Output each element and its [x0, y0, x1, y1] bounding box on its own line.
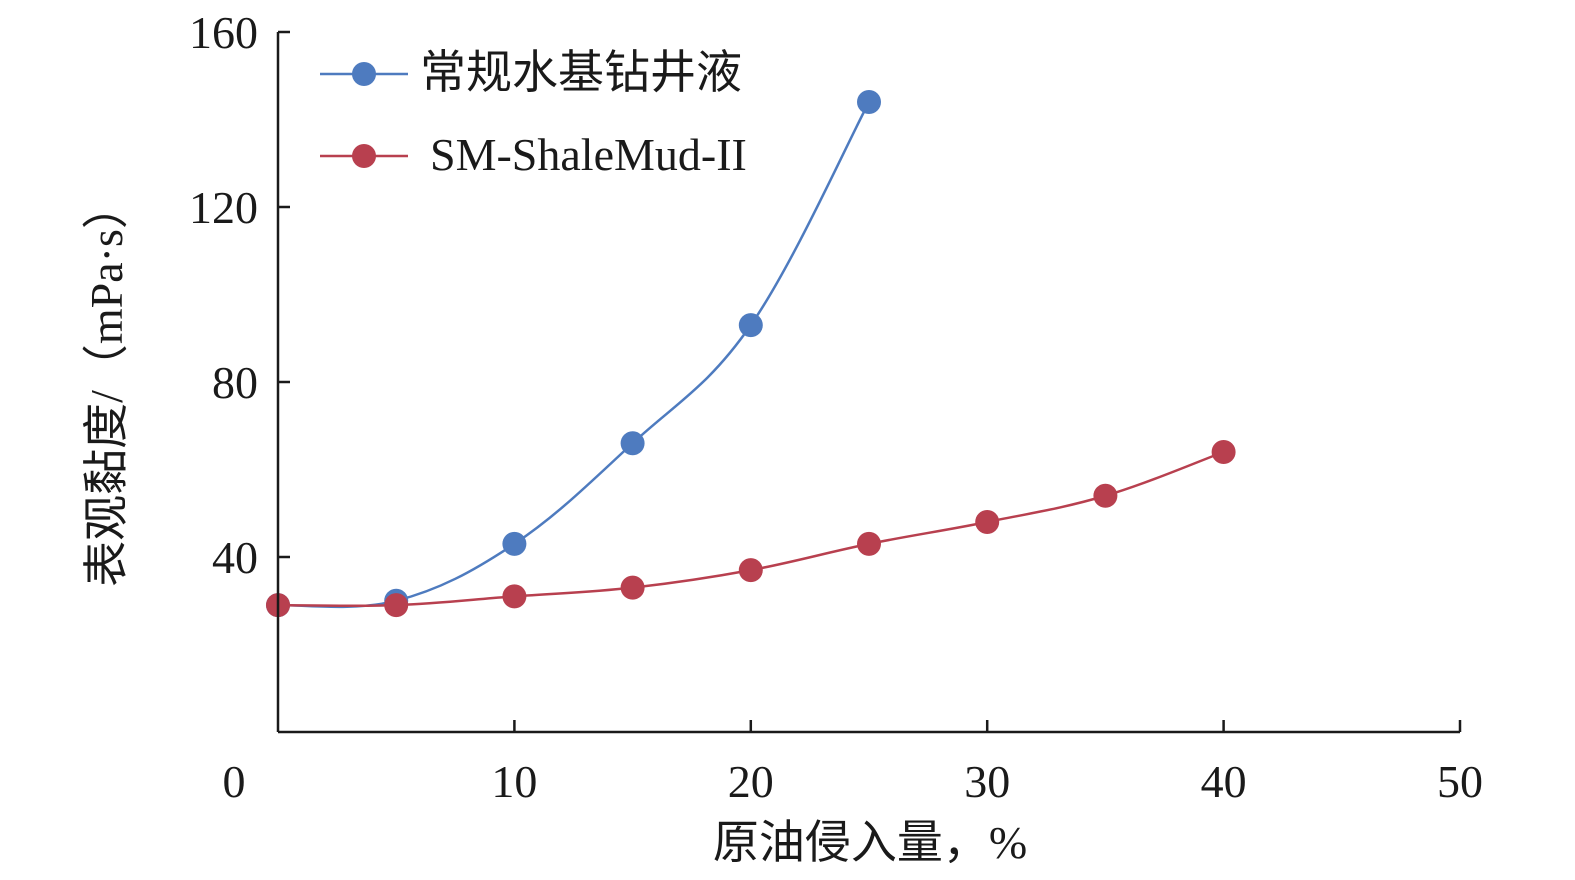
legend-item-series-1: 常规水基钻井液	[320, 47, 742, 98]
data-point	[738, 558, 763, 583]
data-point	[1093, 483, 1118, 508]
data-point	[502, 584, 527, 609]
y-tick-label: 80	[212, 357, 258, 408]
series-layer	[266, 90, 1236, 618]
data-point	[857, 531, 881, 556]
ticks-layer: 0 10 20 30 40 50 40 80 120 160	[189, 7, 1483, 807]
data-point	[620, 431, 645, 456]
legend-item-series-2: SM-ShaleMud-II	[320, 129, 747, 180]
data-point	[1211, 440, 1236, 464]
data-point	[620, 575, 645, 600]
x-tick-label: 50	[1437, 756, 1483, 807]
x-tick-label: 0	[223, 756, 246, 807]
y-axis-label: 表观黏度/（mPa·s）	[81, 183, 132, 587]
series-line-2	[277, 450, 1225, 608]
y-tick-label: 40	[212, 532, 258, 583]
x-tick-label: 40	[1201, 756, 1247, 807]
y-tick-label: 160	[189, 7, 258, 58]
x-tick-label: 30	[964, 756, 1010, 807]
x-tick-label: 10	[491, 756, 537, 807]
x-tick-label: 20	[728, 756, 774, 807]
data-point	[857, 90, 881, 114]
legend-marker-series-2	[352, 144, 376, 168]
legend-label-series-1: 常规水基钻井液	[420, 47, 742, 98]
data-point	[975, 510, 1000, 534]
legend: 常规水基钻井液 SM-ShaleMud-II	[320, 47, 747, 180]
data-point	[384, 593, 409, 618]
legend-label-series-2: SM-ShaleMud-II	[430, 129, 747, 180]
x-axis-label: 原油侵入量，%	[713, 817, 1027, 868]
data-point	[738, 313, 763, 338]
legend-marker-series-1	[352, 62, 376, 86]
data-point	[502, 531, 527, 556]
y-tick-label: 120	[189, 182, 258, 233]
